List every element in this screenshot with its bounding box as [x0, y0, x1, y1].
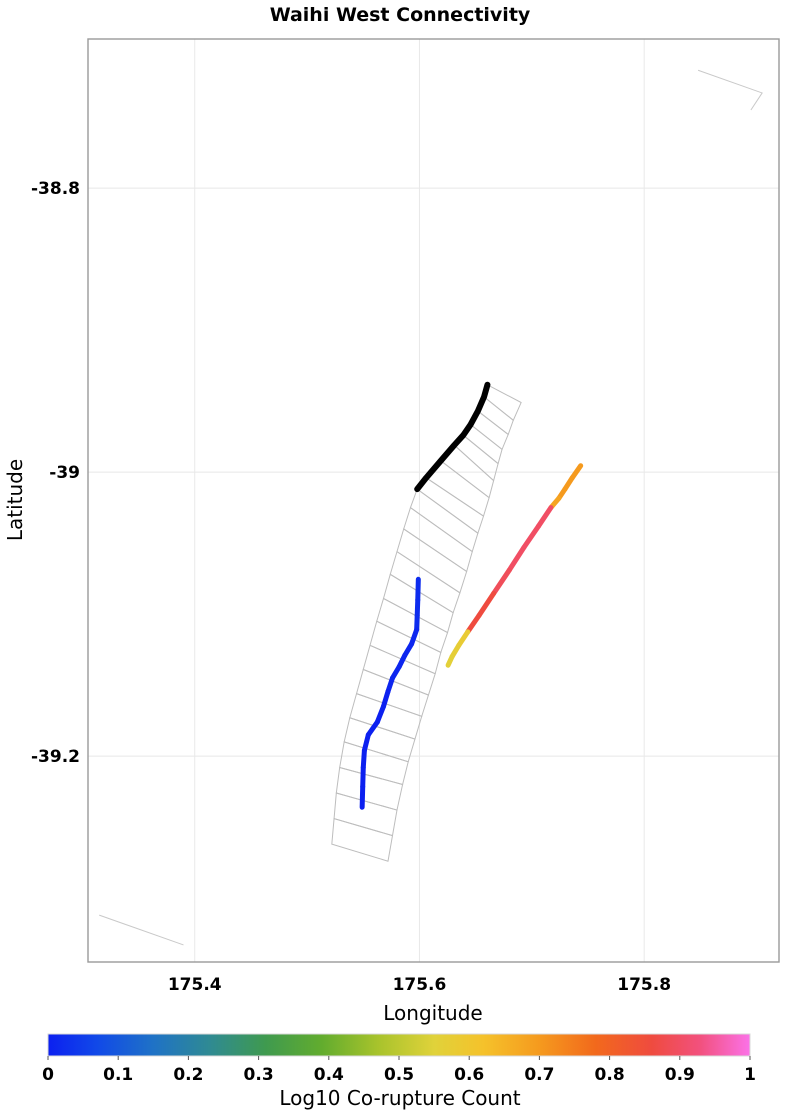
corupture-segment — [360, 764, 366, 790]
x-tick-labels: 175.4 175.6 175.8 — [168, 975, 671, 995]
corupture-segment — [506, 544, 527, 573]
corupture-segment — [476, 591, 497, 619]
corupture-segment — [365, 719, 380, 738]
colorbar-tick-label: 0.1 — [103, 1065, 133, 1085]
corupture-segment — [381, 688, 391, 709]
colorbar-tick-label: 0.6 — [454, 1065, 484, 1085]
y-tick-label: -39 — [49, 463, 80, 483]
corupture-segment — [415, 576, 421, 603]
colorbar-tick-label: 0.8 — [595, 1065, 625, 1085]
fault-surface-polygon — [331, 817, 394, 862]
corupture-segment — [521, 523, 542, 550]
colorbar — [47, 1033, 751, 1057]
corupture-traces — [359, 463, 584, 810]
colorbar-ticks — [47, 1056, 751, 1060]
colorbar-tick-labels: 0 0.1 0.2 0.3 0.4 0.5 0.6 0.7 0.8 0.9 1 — [42, 1065, 756, 1085]
corupture-segment — [374, 703, 387, 725]
y-tick-labels: -38.8 -39 -39.2 — [31, 179, 80, 767]
colorbar-tick-label: 0.9 — [665, 1065, 695, 1085]
coastline-path — [99, 914, 184, 946]
corupture-segment — [414, 597, 421, 619]
colorbar-tick-label: 0 — [42, 1065, 54, 1085]
corupture-segment — [445, 654, 455, 668]
colorbar-tick-label: 0.3 — [244, 1065, 274, 1085]
source-fault-trace — [414, 381, 491, 493]
colorbar-tick-label: 0.7 — [524, 1065, 554, 1085]
axes-spines — [87, 38, 780, 963]
y-tick-label: -39.2 — [31, 747, 80, 767]
colorbar-tick-label: 0.4 — [314, 1065, 344, 1085]
x-tick-label: 175.4 — [168, 975, 222, 995]
corupture-segment — [359, 784, 366, 810]
gridlines — [88, 39, 779, 962]
colorbar-tick-label: 0.5 — [384, 1065, 414, 1085]
colorbar-label: Log10 Co-rupture Count — [279, 1086, 520, 1110]
corupture-segment — [409, 627, 420, 647]
corupture-segment — [360, 747, 367, 770]
coastline — [99, 69, 763, 946]
corupture-segment — [456, 629, 471, 648]
x-tick-label: 175.6 — [393, 975, 447, 995]
colorbar-tick-label: 0.2 — [173, 1065, 203, 1085]
y-tick-label: -38.8 — [31, 179, 80, 199]
x-axis-label: Longitude — [383, 1001, 482, 1025]
corupture-segment — [361, 732, 371, 753]
x-tick-label: 175.8 — [617, 975, 671, 995]
coastline-path — [697, 69, 763, 111]
colorbar-tick-label: 1 — [744, 1065, 756, 1085]
corupture-segment — [465, 613, 482, 635]
corupture-segment — [491, 567, 512, 597]
corupture-segment — [536, 505, 554, 529]
y-axis-label: Latitude — [3, 459, 27, 541]
source-fault-path — [414, 381, 491, 493]
chart-title: Waihi West Connectivity — [270, 4, 531, 26]
